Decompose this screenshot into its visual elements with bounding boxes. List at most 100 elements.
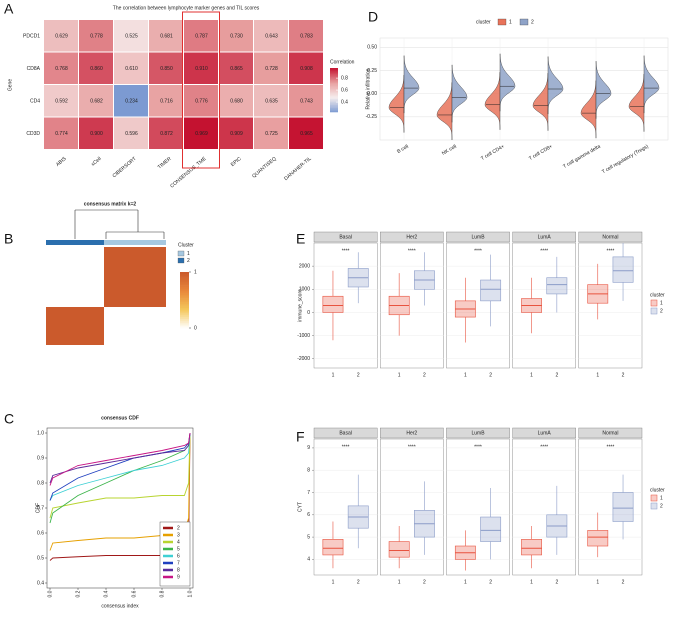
colorbar bbox=[180, 272, 189, 275]
heat-cell bbox=[114, 20, 148, 52]
matrix-block bbox=[104, 307, 166, 345]
colorbar bbox=[330, 110, 338, 113]
significance: **** bbox=[408, 444, 416, 450]
colorbar bbox=[180, 301, 189, 305]
colorbar bbox=[330, 90, 338, 92]
matrix-block bbox=[46, 247, 104, 307]
cell-label: 0.743 bbox=[300, 99, 313, 105]
x-tick-label: 2 bbox=[357, 372, 360, 378]
y-tick-label: 7 bbox=[307, 490, 310, 496]
facet-strip bbox=[380, 231, 444, 243]
significance: **** bbox=[607, 444, 615, 450]
colorbar bbox=[330, 97, 338, 100]
legend-title: Cluster bbox=[178, 242, 194, 248]
facet-panel bbox=[512, 438, 576, 576]
colorbar bbox=[180, 318, 189, 321]
x-tick-label: T cell CD4+ bbox=[480, 144, 506, 162]
cell-label: 0.234 bbox=[125, 99, 138, 105]
heat-cell bbox=[254, 20, 288, 52]
x-tick-label: 0.6 bbox=[131, 590, 137, 597]
heat-cell bbox=[149, 20, 183, 52]
facet-label: Her2 bbox=[406, 430, 417, 436]
box bbox=[480, 516, 502, 542]
heat-cell bbox=[149, 52, 183, 84]
y-tick-label: 1.0 bbox=[37, 430, 44, 436]
legend-title: cluster bbox=[650, 292, 665, 298]
half-violin bbox=[580, 80, 597, 139]
legend-label: 2 bbox=[531, 19, 534, 25]
legend-swatch bbox=[650, 307, 658, 315]
significance: **** bbox=[474, 444, 482, 450]
significance: **** bbox=[540, 248, 548, 254]
box bbox=[612, 492, 634, 522]
facet-strip bbox=[512, 231, 576, 243]
y-tick-label: 0.00 bbox=[367, 91, 377, 97]
heat-cell bbox=[184, 85, 218, 117]
x-tick-label: 2 bbox=[489, 579, 492, 585]
colorbar bbox=[330, 84, 338, 86]
x-tick-label: 0.0 bbox=[47, 590, 53, 597]
x-tick-label: 1 bbox=[464, 372, 467, 378]
y-tick-label: 0.6 bbox=[37, 530, 44, 536]
cell-label: 0.910 bbox=[195, 66, 208, 72]
legend-swatch bbox=[650, 494, 658, 502]
legend-label: 1 bbox=[660, 495, 663, 501]
y-tick-label: 4 bbox=[307, 557, 310, 563]
colorbar bbox=[330, 76, 338, 79]
chart-title: consensus CDF bbox=[101, 415, 139, 421]
heat-cell bbox=[149, 85, 183, 117]
colorbar bbox=[180, 326, 189, 329]
x-tick-label: 2 bbox=[622, 372, 625, 378]
colorbar bbox=[330, 87, 338, 89]
significance: **** bbox=[342, 248, 350, 254]
colorbar bbox=[180, 294, 189, 297]
row-label: CD3D bbox=[26, 131, 40, 137]
colorbar bbox=[330, 68, 338, 70]
facet-label: Basal bbox=[339, 234, 352, 240]
colorbar bbox=[180, 314, 189, 318]
cell-label: 0.716 bbox=[160, 99, 173, 105]
column-label: TIMER bbox=[157, 156, 173, 171]
half-violin bbox=[547, 56, 564, 115]
colorbar bbox=[330, 106, 338, 108]
heat-cell bbox=[289, 52, 323, 84]
significance: **** bbox=[474, 248, 482, 254]
heat-cell bbox=[219, 85, 253, 117]
colorbar bbox=[180, 300, 189, 303]
box bbox=[612, 256, 634, 283]
cell-label: 0.629 bbox=[55, 34, 68, 40]
colorbar bbox=[180, 275, 189, 278]
cell-label: 0.787 bbox=[195, 34, 208, 40]
colorbar bbox=[330, 73, 338, 76]
cdf-line bbox=[49, 432, 191, 486]
x-tick-label: 1 bbox=[398, 372, 401, 378]
significance: **** bbox=[342, 444, 350, 450]
x-tick-label: 1 bbox=[332, 372, 335, 378]
colorbar bbox=[180, 305, 189, 308]
y-tick-label: -0.25 bbox=[366, 114, 378, 120]
column-label: CIBERSORT bbox=[111, 156, 137, 179]
legend-swatch bbox=[650, 502, 658, 510]
box bbox=[322, 539, 344, 556]
colorbar bbox=[180, 292, 189, 295]
x-tick-label: 1 bbox=[596, 372, 599, 378]
heat-cell bbox=[219, 20, 253, 52]
x-tick-label: 2 bbox=[423, 372, 426, 378]
legend-swatch bbox=[177, 257, 185, 264]
cdf-line bbox=[49, 432, 191, 524]
y-axis-label: CDF bbox=[35, 503, 41, 513]
x-tick-label: 2 bbox=[357, 579, 360, 585]
heat-cell bbox=[184, 117, 218, 149]
matrix-block bbox=[104, 247, 166, 307]
colorbar bbox=[330, 91, 338, 94]
colorbar bbox=[180, 322, 189, 325]
colorbar bbox=[180, 313, 189, 316]
column-label: CONSENSUS_TME bbox=[169, 156, 208, 190]
cell-label: 0.525 bbox=[125, 34, 138, 40]
colorbar bbox=[180, 288, 189, 291]
chart-title: The correlation between lymphocyte marke… bbox=[113, 5, 260, 11]
column-label: EPIC bbox=[230, 156, 243, 168]
heat-cell bbox=[254, 117, 288, 149]
y-tick-label: 5 bbox=[307, 534, 310, 540]
cell-label: 0.643 bbox=[265, 34, 278, 40]
